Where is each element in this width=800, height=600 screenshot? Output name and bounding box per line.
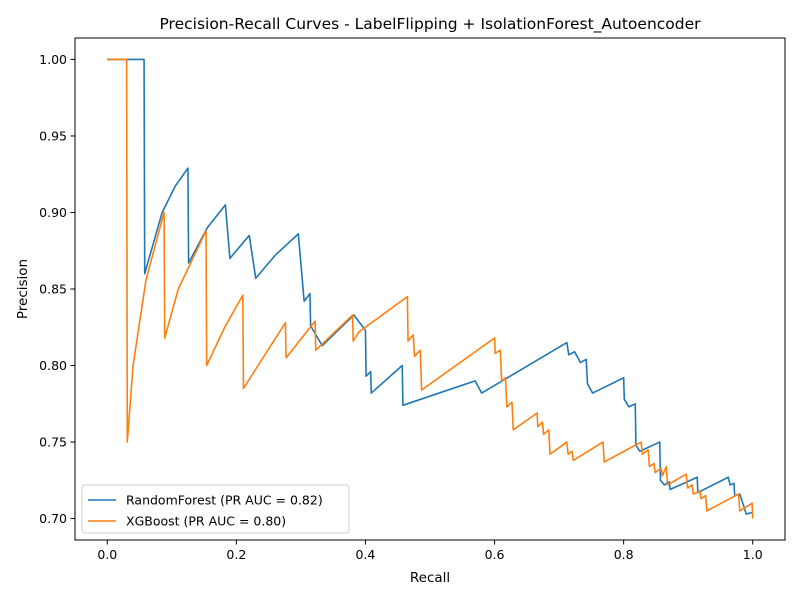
chart-title: Precision-Recall Curves - LabelFlipping … — [159, 15, 701, 34]
series-line-randomforest — [107, 58, 753, 515]
y-tick-label: 0.70 — [39, 511, 67, 526]
y-tick-label: 0.95 — [39, 128, 67, 143]
x-tick-label: 0.8 — [614, 547, 634, 562]
legend-label: XGBoost (PR AUC = 0.80) — [126, 514, 286, 529]
y-tick-label: 0.90 — [39, 205, 67, 220]
x-tick-label: 0.6 — [485, 547, 505, 562]
y-tick-label: 1.00 — [39, 52, 67, 67]
y-tick-label: 0.75 — [39, 435, 67, 450]
series-line-xgboost — [107, 58, 754, 519]
y-axis-ticks: 0.70 0.75 0.80 0.85 0.90 0.95 1.00 — [39, 52, 75, 526]
x-tick-label: 0.0 — [97, 547, 117, 562]
y-axis-label: Precision — [15, 259, 31, 319]
legend: RandomForest (PR AUC = 0.82) XGBoost (PR … — [81, 484, 350, 534]
y-tick-label: 0.80 — [39, 358, 67, 373]
x-tick-label: 0.4 — [356, 547, 376, 562]
legend-box — [81, 484, 350, 534]
x-axis-label: Recall — [410, 570, 450, 586]
x-tick-label: 1.0 — [743, 547, 763, 562]
series-lines — [107, 58, 754, 519]
x-axis-ticks: 0.0 0.2 0.4 0.6 0.8 1.0 — [97, 540, 763, 562]
y-tick-label: 0.85 — [39, 282, 67, 297]
legend-label: RandomForest (PR AUC = 0.82) — [126, 493, 323, 508]
x-tick-label: 0.2 — [226, 547, 246, 562]
plot-area-frame — [74, 37, 786, 541]
